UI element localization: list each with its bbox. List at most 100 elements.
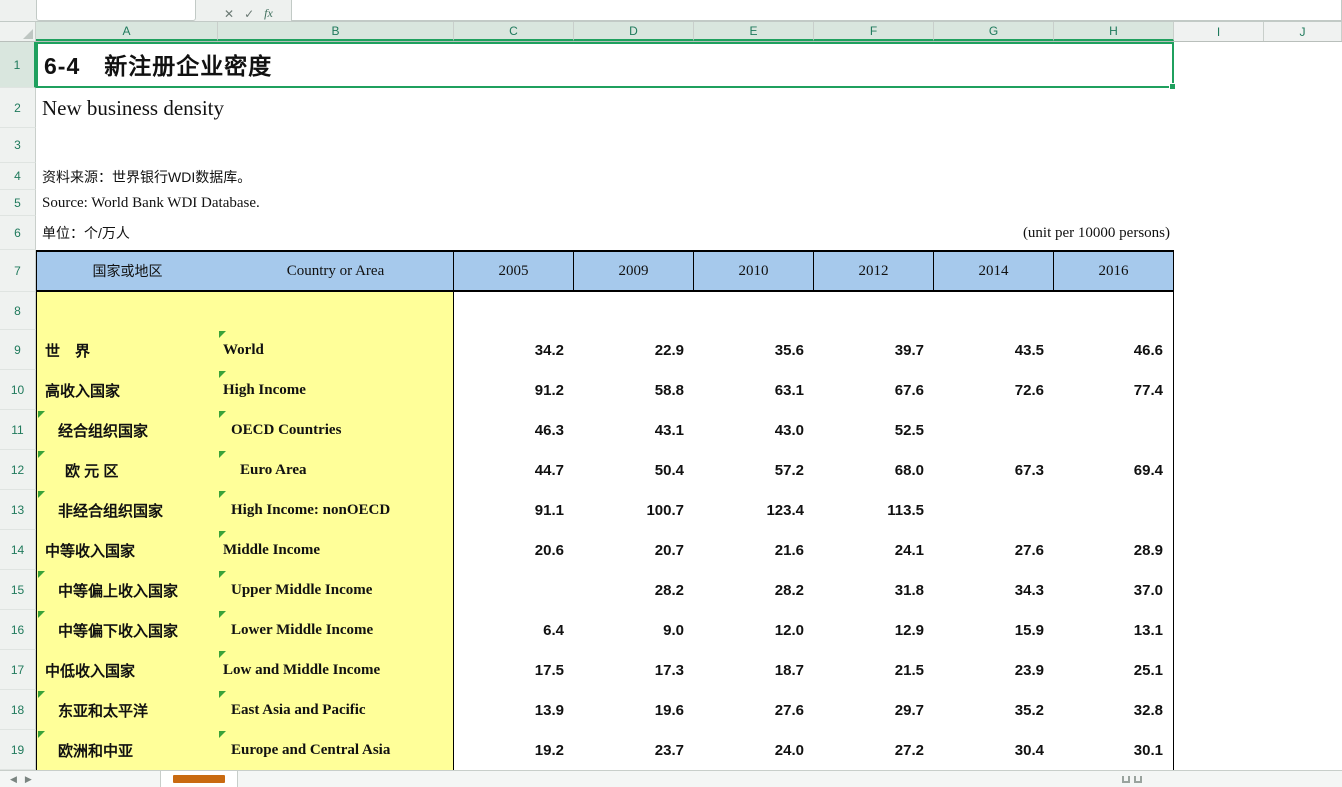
cell-value-2005[interactable]: 44.7	[534, 461, 564, 479]
cell-value-2016[interactable]	[1054, 490, 1174, 530]
row-header-18[interactable]: 18	[0, 690, 36, 730]
header-year-2005[interactable]: 2005	[454, 250, 574, 292]
cell-empty[interactable]	[1264, 250, 1342, 292]
cell-value-2012[interactable]: 67.6	[894, 381, 924, 399]
cell-value-2012[interactable]: 31.8	[894, 581, 924, 599]
cell-empty[interactable]	[574, 292, 694, 330]
column-header-D[interactable]: D	[574, 22, 694, 41]
cell-empty[interactable]	[1174, 216, 1264, 250]
cell-source-en[interactable]: Source: World Bank WDI Database.	[36, 190, 1174, 216]
row-header-16[interactable]: 16	[0, 610, 36, 650]
row-header-19[interactable]: 19	[0, 730, 36, 770]
cell-empty[interactable]	[1264, 216, 1342, 250]
cell-country-cn[interactable]: 欧洲和中亚	[37, 730, 218, 770]
cell-value-2014[interactable]: 27.6	[1014, 541, 1044, 559]
cell-value-2005[interactable]: 46.3	[534, 421, 564, 439]
cell-value-2010[interactable]: 27.6	[774, 701, 804, 719]
cell-empty[interactable]	[934, 292, 1054, 330]
cell-value-2005[interactable]: 6.4	[543, 621, 564, 639]
cell-empty[interactable]	[1264, 610, 1342, 650]
column-header-A[interactable]: A	[36, 22, 218, 41]
row-header-11[interactable]: 11	[0, 410, 36, 450]
cell-value-2014[interactable]: 15.9	[1014, 621, 1044, 639]
cell-value-2005[interactable]: 91.2	[534, 381, 564, 399]
cell-value-2010[interactable]: 57.2	[774, 461, 804, 479]
row-header-7[interactable]: 7	[0, 250, 36, 292]
cell-empty[interactable]	[1174, 128, 1264, 163]
cell-value-2009[interactable]: 28.2	[654, 581, 684, 599]
column-header-I[interactable]: I	[1174, 22, 1264, 41]
row-header-17[interactable]: 17	[0, 650, 36, 690]
cell-country-en[interactable]: Euro Area	[218, 450, 453, 490]
column-header-B[interactable]: B	[218, 22, 454, 41]
confirm-icon[interactable]: ✓	[244, 7, 255, 21]
cell-value-2010[interactable]: 18.7	[774, 661, 804, 679]
cell-empty[interactable]	[1174, 410, 1264, 450]
row-header-2[interactable]: 2	[0, 88, 36, 128]
scrollbar-fragment[interactable]	[1122, 775, 1142, 783]
cell-country-en[interactable]: OECD Countries	[218, 410, 453, 450]
cell-country-cn[interactable]: 中等收入国家	[37, 530, 218, 570]
cell-value-2016[interactable]: 77.4	[1054, 370, 1174, 410]
cell-empty[interactable]	[1264, 88, 1342, 128]
cell-empty[interactable]	[1174, 490, 1264, 530]
cell-value-2014[interactable]: 34.3	[1014, 581, 1044, 599]
cell-empty[interactable]	[1174, 250, 1264, 292]
cell-country-cn[interactable]: 非经合组织国家	[37, 490, 218, 530]
cell-value-2005[interactable]: 17.5	[534, 661, 564, 679]
cell-value-2012[interactable]: 29.7	[894, 701, 924, 719]
cell-value-2012[interactable]: 39.7	[894, 341, 924, 359]
cell-value-2009[interactable]: 9.0	[663, 621, 684, 639]
column-header-F[interactable]: F	[814, 22, 934, 41]
cell-country-cn[interactable]: 中等偏下收入国家	[37, 610, 218, 650]
cell-country-cn[interactable]: 世 界	[37, 330, 218, 370]
cell-value-2005[interactable]: 20.6	[534, 541, 564, 559]
cell-empty[interactable]	[1264, 42, 1342, 88]
cell-empty[interactable]	[1264, 190, 1342, 216]
row-header-4[interactable]: 4	[0, 163, 36, 190]
cell-empty[interactable]	[694, 292, 814, 330]
cell-country-en[interactable]: Upper Middle Income	[218, 570, 453, 610]
cell-country-en[interactable]: High Income: nonOECD	[218, 490, 453, 530]
cell-value-2016[interactable]	[1054, 410, 1174, 450]
cell-country-en[interactable]: High Income	[218, 370, 453, 410]
cell-empty[interactable]	[1264, 650, 1342, 690]
row-header-3[interactable]: 3	[0, 128, 36, 163]
column-header-C[interactable]: C	[454, 22, 574, 41]
cell-empty[interactable]	[1054, 292, 1174, 330]
header-year-2012[interactable]: 2012	[814, 250, 934, 292]
cell-source-cn[interactable]: 资料来源：世界银行WDI数据库。	[36, 163, 1174, 190]
cell-empty[interactable]	[1174, 42, 1264, 88]
cell-value-2009[interactable]: 22.9	[654, 341, 684, 359]
cell-empty[interactable]	[1264, 690, 1342, 730]
cell-value-2014[interactable]: 30.4	[1014, 741, 1044, 759]
row-header-5[interactable]: 5	[0, 190, 36, 216]
cell-empty[interactable]	[1264, 370, 1342, 410]
cell-value-2016[interactable]: 37.0	[1054, 570, 1174, 610]
cell-country-cn[interactable]: 高收入国家	[37, 370, 218, 410]
cell-value-2010[interactable]: 35.6	[774, 341, 804, 359]
cell-value-2010[interactable]: 123.4	[766, 501, 804, 519]
cell-title-en[interactable]: New business density	[36, 88, 1174, 128]
cell-value-2014[interactable]: 67.3	[1014, 461, 1044, 479]
cell-empty[interactable]	[1264, 730, 1342, 770]
cell-value-2009[interactable]: 100.7	[646, 501, 684, 519]
cell-value-2012[interactable]: 52.5	[894, 421, 924, 439]
cell-empty[interactable]	[814, 292, 934, 330]
cell-empty[interactable]	[1174, 690, 1264, 730]
cell-title-cn[interactable]: 6-4 新注册企业密度	[36, 42, 1174, 88]
cell-value-2009[interactable]: 20.7	[654, 541, 684, 559]
cell-unit[interactable]: 单位：个/万人 (unit per 10000 persons)	[36, 216, 1174, 250]
cell-value-2012[interactable]: 21.5	[894, 661, 924, 679]
cell-value-2005[interactable]	[454, 570, 574, 610]
cell-value-2012[interactable]: 27.2	[894, 741, 924, 759]
cell-value-2010[interactable]: 24.0	[774, 741, 804, 759]
column-header-G[interactable]: G	[934, 22, 1054, 41]
cell-value-2012[interactable]: 12.9	[894, 621, 924, 639]
header-year-2014[interactable]: 2014	[934, 250, 1054, 292]
cell-value-2014[interactable]	[934, 410, 1054, 450]
prev-sheet-icon[interactable]: ◀	[10, 773, 17, 784]
cell-empty[interactable]	[1174, 570, 1264, 610]
cell-value-2009[interactable]: 19.6	[654, 701, 684, 719]
cell-empty[interactable]	[1174, 330, 1264, 370]
